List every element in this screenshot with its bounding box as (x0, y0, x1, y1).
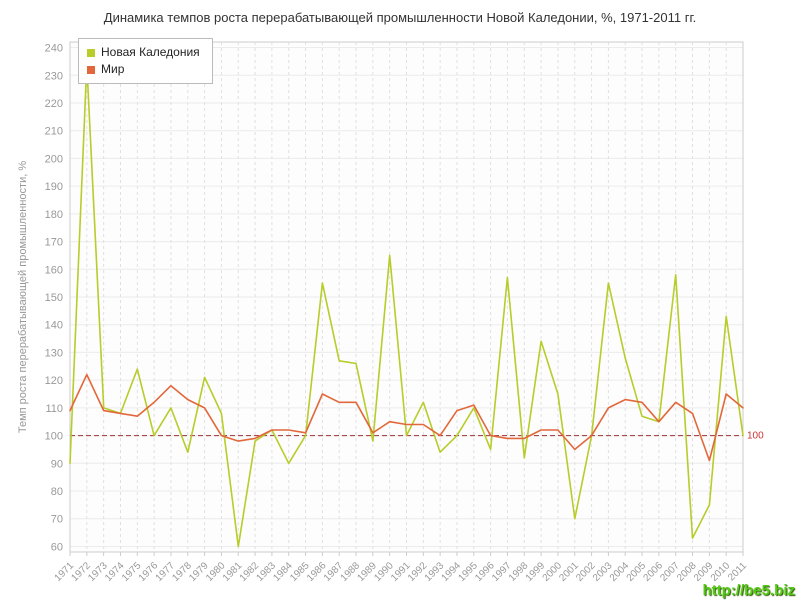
legend-marker-icon (87, 65, 95, 74)
svg-text:2011: 2011 (726, 560, 749, 583)
svg-text:100: 100 (45, 431, 63, 443)
y-axis-labels: 60 70 80 90 100 110 120 130 140 150 160 170 180 190 20… (45, 43, 63, 554)
svg-text:90: 90 (51, 458, 63, 470)
svg-text:190: 190 (45, 181, 63, 193)
svg-text:200: 200 (45, 153, 63, 165)
svg-text:60: 60 (51, 541, 63, 553)
svg-text:160: 160 (45, 264, 63, 276)
y-axis-title: Темп роста перерабатывающей промышленнос… (17, 161, 29, 433)
legend-label: Новая Каледония (101, 45, 200, 59)
svg-text:210: 210 (45, 126, 63, 138)
svg-text:130: 130 (45, 347, 63, 359)
svg-text:80: 80 (51, 486, 63, 498)
reference-line-label: 100 (747, 431, 764, 442)
chart-title: Динамика темпов роста перерабатывающей п… (103, 10, 697, 25)
svg-text:170: 170 (45, 237, 63, 249)
watermark-link[interactable]: http://be5.biz (702, 582, 796, 599)
svg-text:140: 140 (45, 320, 63, 332)
svg-text:110: 110 (45, 403, 63, 415)
legend-item: Мир (87, 61, 200, 78)
svg-text:240: 240 (45, 43, 63, 55)
legend: Новая Каледония Мир (78, 38, 213, 84)
svg-text:150: 150 (45, 292, 63, 304)
svg-text:220: 220 (45, 98, 63, 110)
legend-item: Новая Каледония (87, 44, 200, 61)
svg-text:230: 230 (45, 70, 63, 82)
svg-text:180: 180 (45, 209, 63, 221)
svg-text:70: 70 (51, 514, 63, 526)
svg-text:120: 120 (45, 375, 63, 387)
legend-label: Мир (101, 62, 125, 76)
legend-marker-icon (87, 48, 95, 57)
series-line-0 (69, 63, 744, 548)
series-line-1 (69, 373, 744, 462)
x-axis-labels: 1971197219731974197519761977197819791980… (53, 552, 749, 584)
